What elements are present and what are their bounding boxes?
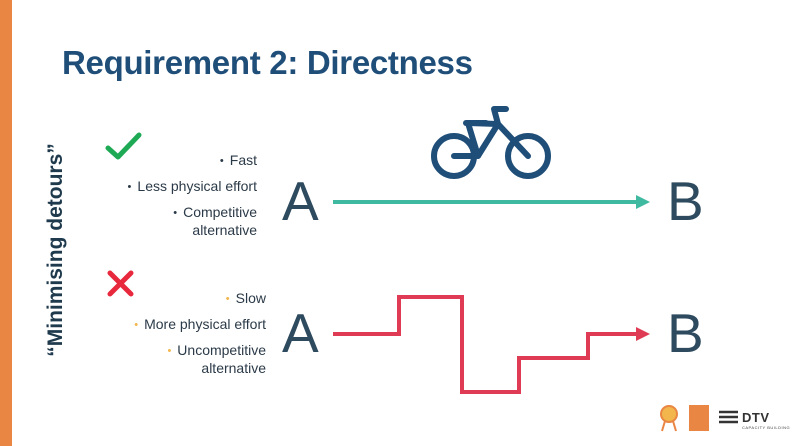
- dtv-logo-mark: [719, 410, 738, 424]
- footer-brand-sub: CAPACITY BUILDING: [742, 425, 791, 430]
- check-icon: [105, 132, 142, 160]
- list-item: • Slow: [225, 290, 266, 306]
- direct-route-arrow: [333, 195, 650, 209]
- list-item: • Uncompetitive alternative: [167, 342, 266, 376]
- bicycle-icon: [431, 106, 551, 179]
- list-item: • More physical effort: [134, 316, 266, 332]
- cross-icon: [107, 270, 134, 297]
- orange-badge-logo: [689, 405, 709, 431]
- footer-brand: DTV: [742, 410, 770, 425]
- route-bad-end-label: B: [667, 302, 704, 364]
- medal-logo: [660, 405, 678, 432]
- detour-route-arrow: [333, 295, 650, 394]
- route-bad-start-label: A: [282, 302, 319, 364]
- slide-title: Requirement 2: Directness: [62, 44, 473, 81]
- route-good-end-label: B: [667, 170, 704, 232]
- route-good-start-label: A: [282, 170, 319, 232]
- list-item: • Less physical effort: [127, 178, 257, 194]
- side-accent-bar: [0, 0, 12, 446]
- list-item: • Competitive alternative: [173, 204, 257, 238]
- list-item: • Fast: [219, 152, 257, 168]
- good-bullet-list: • Fast • Less physical effort • Competitive…: [57, 152, 257, 247]
- bad-bullet-list: • Slow • More physical effort • Uncompetiti…: [56, 290, 266, 385]
